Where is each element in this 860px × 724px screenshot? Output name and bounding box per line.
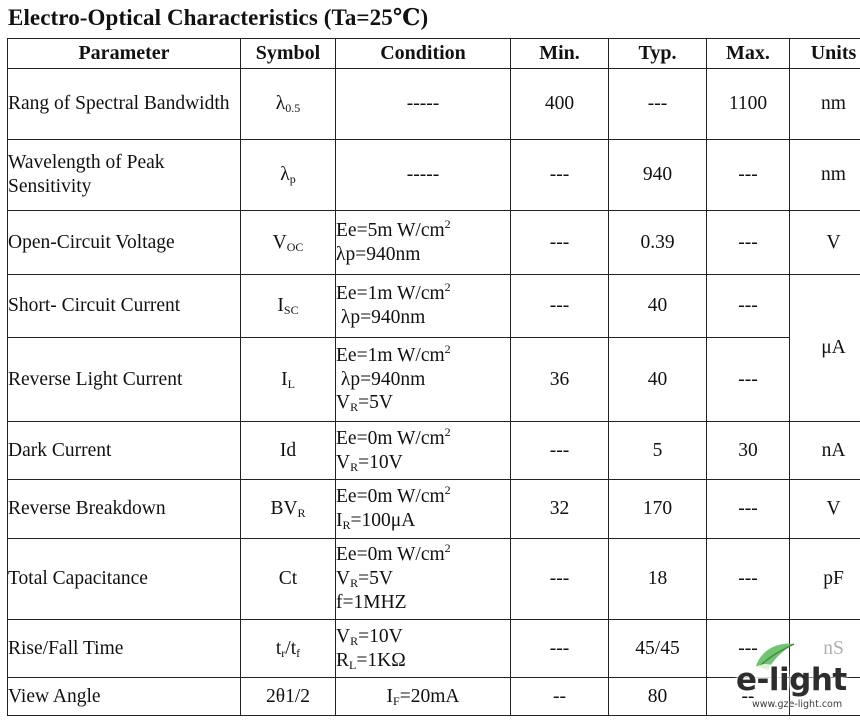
typ-cell: 40 xyxy=(608,274,707,338)
condition-cell: Ee=0m W/cm2 IR=100μA xyxy=(335,479,511,539)
symbol-cell: Ct xyxy=(240,538,336,620)
unit-cell: pF xyxy=(789,538,860,620)
unit-cell: nm xyxy=(789,68,860,140)
symbol-cell: λp xyxy=(240,139,336,211)
typ-cell: --- xyxy=(608,68,707,140)
table-row: View Angle 2θ1/2 IF=20mA -- 80 -- xyxy=(7,677,860,716)
min-cell: 32 xyxy=(510,479,609,539)
unit-cell: nA xyxy=(789,421,860,480)
typ-cell: 0.39 xyxy=(608,210,707,275)
max-cell: 1100 xyxy=(706,68,790,140)
max-cell: --- xyxy=(706,479,790,539)
table-row: Open-Circuit Voltage VOC Ee=5m W/cm2 λp=… xyxy=(7,210,860,275)
parameter-cell: Dark Current xyxy=(7,421,241,480)
condition-cell: ----- xyxy=(335,68,511,140)
unit-cell: nS xyxy=(789,619,860,678)
max-cell: --- xyxy=(706,274,790,338)
symbol-cell: ISC xyxy=(240,274,336,338)
page-title: Electro-Optical Characteristics (Ta=25℃) xyxy=(8,5,429,30)
parameter-cell: Short- Circuit Current xyxy=(7,274,241,338)
max-cell: --- xyxy=(706,210,790,275)
max-cell: --- xyxy=(706,337,790,422)
max-cell: 30 xyxy=(706,421,790,480)
typ-cell: 170 xyxy=(608,479,707,539)
unit-cell: V xyxy=(789,479,860,539)
parameter-cell: Open-Circuit Voltage xyxy=(7,210,241,275)
max-cell: --- xyxy=(706,139,790,211)
condition-cell: Ee=0m W/cm2 VR=10V xyxy=(335,421,511,480)
table-row: Rang of Spectral Bandwidth λ0.5 ----- 40… xyxy=(7,68,860,140)
typ-cell: 940 xyxy=(608,139,707,211)
symbol-cell: Id xyxy=(240,421,336,480)
min-cell: 36 xyxy=(510,337,609,422)
header-row: Parameter Symbol Condition Min. Typ. Max… xyxy=(7,38,860,69)
header-parameter: Parameter xyxy=(7,38,241,69)
table-row: Reverse Light Current IL Ee=1m W/cm2 λp=… xyxy=(7,337,860,422)
condition-cell: Ee=0m W/cm2 VR=5V f=1MHZ xyxy=(335,538,511,620)
condition-cell: ----- xyxy=(335,139,511,211)
table-row: Reverse Breakdown BVR Ee=0m W/cm2 IR=100… xyxy=(7,479,860,539)
condition-cell: Ee=5m W/cm2 λp=940nm xyxy=(335,210,511,275)
header-units: Units xyxy=(789,38,860,69)
symbol-cell: VOC xyxy=(240,210,336,275)
parameter-cell: Rang of Spectral Bandwidth xyxy=(7,68,241,140)
header-condition: Condition xyxy=(335,38,511,69)
symbol-cell: tr/tf xyxy=(240,619,336,678)
min-cell: -- xyxy=(510,677,609,716)
parameter-cell: Reverse Light Current xyxy=(7,337,241,422)
typ-cell: 40 xyxy=(608,337,707,422)
min-cell: --- xyxy=(510,421,609,480)
parameter-cell: Rise/Fall Time xyxy=(7,619,241,678)
table-row: Total Capacitance Ct Ee=0m W/cm2 VR=5V f… xyxy=(7,538,860,620)
parameter-cell: Total Capacitance xyxy=(7,538,241,620)
parameter-cell: View Angle xyxy=(7,677,241,716)
header-symbol: Symbol xyxy=(240,38,336,69)
characteristics-table: Parameter Symbol Condition Min. Typ. Max… xyxy=(7,38,860,716)
min-cell: --- xyxy=(510,210,609,275)
table-row: Wavelength of Peak Sensitivity λp ----- … xyxy=(7,139,860,211)
symbol-cell: 2θ1/2 xyxy=(240,677,336,716)
condition-cell: VR=10V RL=1KΩ xyxy=(335,619,511,678)
min-cell: --- xyxy=(510,619,609,678)
max-cell: --- xyxy=(706,619,790,678)
parameter-cell: Wavelength of Peak Sensitivity xyxy=(7,139,241,211)
symbol-cell: λ0.5 xyxy=(240,68,336,140)
max-cell: --- xyxy=(706,538,790,620)
typ-cell: 80 xyxy=(608,677,707,716)
table-row: Dark Current Id Ee=0m W/cm2 VR=10V --- 5… xyxy=(7,421,860,480)
header-max: Max. xyxy=(706,38,790,69)
table-row: Rise/Fall Time tr/tf VR=10V RL=1KΩ --- 4… xyxy=(7,619,860,678)
condition-cell: Ee=1m W/cm2 λp=940nm xyxy=(335,274,511,338)
unit-cell: nm xyxy=(789,139,860,211)
min-cell: --- xyxy=(510,538,609,620)
condition-cell: IF=20mA xyxy=(335,677,511,716)
table-row: Short- Circuit Current ISC Ee=1m W/cm2 λ… xyxy=(7,274,860,422)
unit-cell: μA xyxy=(789,274,860,422)
max-cell: -- xyxy=(706,677,790,716)
typ-cell: 5 xyxy=(608,421,707,480)
parameter-cell: Reverse Breakdown xyxy=(7,479,241,539)
unit-cell: V xyxy=(789,210,860,275)
min-cell: 400 xyxy=(510,68,609,140)
unit-cell xyxy=(789,677,860,716)
min-cell: --- xyxy=(510,139,609,211)
min-cell: --- xyxy=(510,274,609,338)
typ-cell: 18 xyxy=(608,538,707,620)
header-min: Min. xyxy=(510,38,609,69)
symbol-cell: IL xyxy=(240,337,336,422)
header-typ: Typ. xyxy=(608,38,707,69)
typ-cell: 45/45 xyxy=(608,619,707,678)
condition-cell: Ee=1m W/cm2 λp=940nm VR=5V xyxy=(335,337,511,422)
symbol-cell: BVR xyxy=(240,479,336,539)
